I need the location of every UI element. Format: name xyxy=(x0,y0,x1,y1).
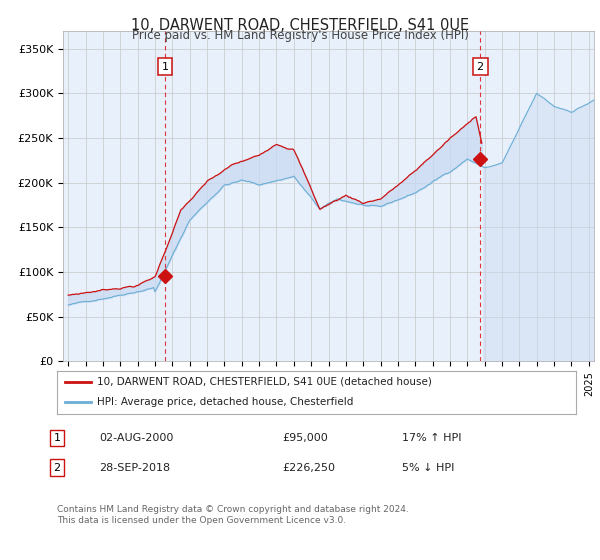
Text: 2: 2 xyxy=(476,62,484,72)
Text: 2: 2 xyxy=(53,463,61,473)
Text: 02-AUG-2000: 02-AUG-2000 xyxy=(99,433,173,443)
Text: 10, DARWENT ROAD, CHESTERFIELD, S41 0UE (detached house): 10, DARWENT ROAD, CHESTERFIELD, S41 0UE … xyxy=(97,377,433,386)
Text: 1: 1 xyxy=(53,433,61,443)
Text: 10, DARWENT ROAD, CHESTERFIELD, S41 0UE: 10, DARWENT ROAD, CHESTERFIELD, S41 0UE xyxy=(131,18,469,33)
Text: Price paid vs. HM Land Registry's House Price Index (HPI): Price paid vs. HM Land Registry's House … xyxy=(131,29,469,42)
Text: £95,000: £95,000 xyxy=(282,433,328,443)
Text: 5% ↓ HPI: 5% ↓ HPI xyxy=(402,463,454,473)
Text: 28-SEP-2018: 28-SEP-2018 xyxy=(99,463,170,473)
Text: £226,250: £226,250 xyxy=(282,463,335,473)
Text: 17% ↑ HPI: 17% ↑ HPI xyxy=(402,433,461,443)
Text: Contains HM Land Registry data © Crown copyright and database right 2024.
This d: Contains HM Land Registry data © Crown c… xyxy=(57,505,409,525)
Text: 1: 1 xyxy=(161,62,169,72)
Text: HPI: Average price, detached house, Chesterfield: HPI: Average price, detached house, Ches… xyxy=(97,397,354,407)
